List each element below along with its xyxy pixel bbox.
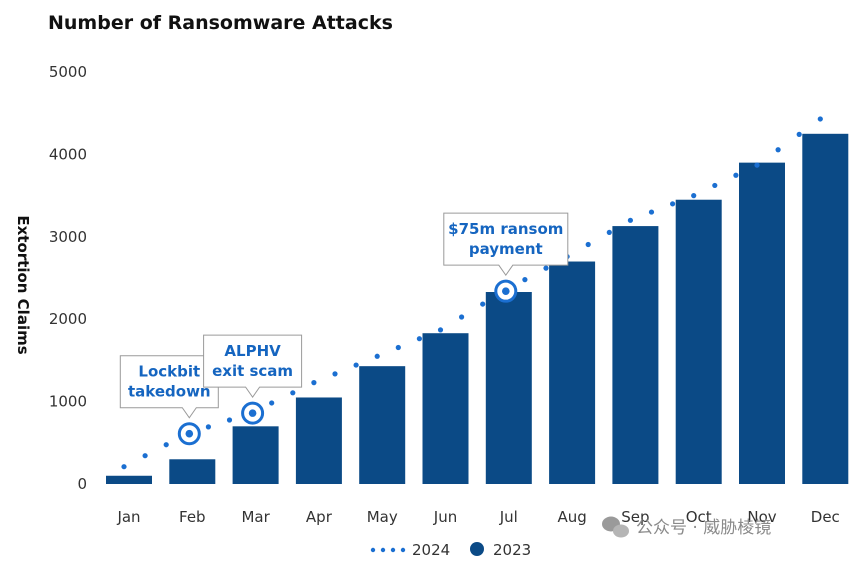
y-ticks: 0 1000 2000 3000 4000 5000 [49, 63, 87, 493]
legend-icon-2023 [470, 542, 484, 556]
wechat-icon [602, 516, 629, 538]
x-tick-label: Jul [499, 508, 518, 526]
line-2024-dot [226, 417, 233, 423]
callout-feb: Lockbit takedown [119, 355, 219, 446]
y-tick-label: 4000 [49, 145, 87, 163]
line-2024-dot [332, 371, 338, 377]
line-2024-dot [733, 172, 739, 178]
callout-text: payment [469, 240, 543, 258]
line-2024-dot [606, 229, 612, 236]
x-tick-label: Mar [241, 508, 270, 526]
bar-2023-nov [739, 162, 785, 484]
callout-marker-center [185, 429, 194, 438]
callout-text: exit scam [212, 362, 293, 380]
line-2024-dot [374, 353, 380, 359]
bar-2023-dec [802, 133, 849, 485]
line-2024-dot [353, 362, 359, 368]
bar-2023-jul [485, 292, 532, 484]
x-tick-label: Aug [557, 508, 586, 526]
callout-bubble [443, 212, 569, 277]
line-2024-dot [121, 464, 127, 470]
line-2024-dot [269, 400, 275, 406]
watermark: 公众号 · 威胁棱镜 [602, 516, 771, 538]
x-tick-label: May [367, 508, 398, 526]
line-2024-dot [290, 390, 296, 396]
bar-2023-oct [675, 199, 722, 484]
bars-2023 [106, 133, 849, 485]
line-2024-dot [796, 131, 802, 137]
line-2024-dot [817, 116, 823, 122]
line-2024-dot [691, 193, 697, 199]
line-2024-dot [416, 336, 422, 342]
watermark-text: 公众号 · 威胁棱镜 [636, 518, 771, 538]
bar-2023-jan [106, 475, 152, 484]
line-2024-dot [395, 344, 401, 351]
callout-jul: $75m ransom payment [443, 212, 569, 303]
legend: 2024 2023 [370, 541, 531, 559]
bar-2023-apr [295, 397, 342, 484]
bar-2023-may [359, 366, 406, 484]
callout-marker-center [502, 287, 510, 295]
y-axis-label: Extortion Claims [14, 215, 32, 354]
y-tick-label: 3000 [49, 228, 87, 246]
callout-marker-center [248, 409, 257, 417]
callout-text: ALPHV [224, 342, 281, 360]
line-2024-dot [480, 301, 486, 307]
legend-icon-2024 [370, 547, 406, 553]
legend-label-2024: 2024 [412, 541, 450, 559]
callout-text: Lockbit [138, 363, 200, 381]
line-2024-dot [543, 265, 549, 271]
y-tick-label: 1000 [49, 393, 87, 411]
bar-2023-jun [422, 333, 469, 484]
callout-text: takedown [128, 383, 211, 401]
line-2024-dot [205, 424, 211, 430]
line-2024-dot [775, 147, 781, 153]
bar-2023-mar [232, 426, 279, 484]
line-2024-dot [437, 327, 444, 333]
x-tick-label: Sep [621, 508, 649, 526]
line-2024-dot [627, 217, 634, 223]
bar-2023-aug [549, 261, 596, 484]
x-ticks: Jan Feb Mar Apr May Jun Jul Aug Sep Oct Nov Dec [116, 508, 839, 526]
x-tick-label: Jan [116, 508, 140, 526]
bar-2023-sep [612, 226, 659, 484]
line-2024-dot [712, 182, 718, 189]
y-tick-label: 5000 [49, 63, 87, 81]
x-tick-label: Feb [179, 508, 206, 526]
line-2024-dot [648, 209, 655, 215]
x-tick-label: Apr [306, 508, 333, 526]
line-2024-dot [459, 314, 465, 320]
line-2024-dot [522, 277, 528, 283]
x-tick-label: Dec [811, 508, 840, 526]
callout-text: $75m ransom [448, 220, 563, 238]
x-tick-label: Nov [747, 508, 776, 526]
y-tick-label: 2000 [49, 310, 87, 328]
line-2024-dot [163, 442, 169, 448]
callout-bubble [203, 334, 303, 399]
bar-2023-feb [169, 459, 216, 484]
x-tick-label: Oct [686, 508, 712, 526]
x-tick-label: Jun [433, 508, 457, 526]
line-2024-dot [670, 201, 676, 207]
callout-mar: ALPHV exit scam [203, 334, 303, 425]
line-2024-dot [311, 380, 317, 386]
callouts: Lockbit takedown ALPHV exit scam $75m ransom… [119, 212, 569, 446]
line-2024-dot [142, 453, 148, 459]
legend-label-2023: 2023 [493, 541, 531, 559]
y-tick-label: 0 [77, 475, 87, 493]
chart-title: Number of Ransomware Attacks [48, 12, 393, 34]
line-2024-dot [585, 241, 591, 248]
line-2024-dot [754, 162, 760, 168]
